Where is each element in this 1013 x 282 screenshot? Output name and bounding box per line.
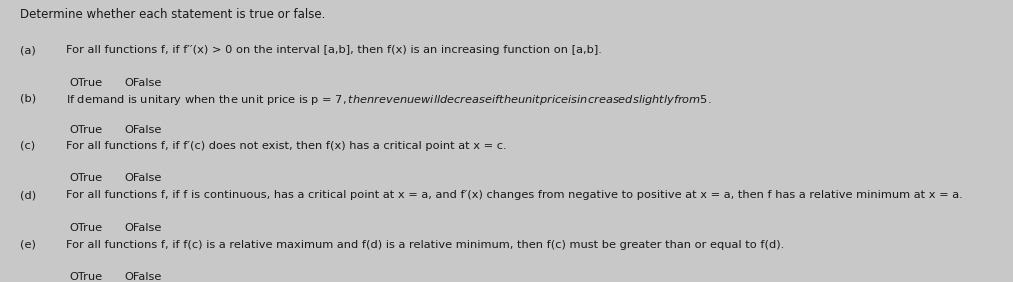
Text: OTrue: OTrue [69,272,102,282]
Text: (e): (e) [20,240,36,250]
Text: OFalse: OFalse [125,125,162,135]
Text: OTrue: OTrue [69,173,102,183]
Text: For all functions f, if f′(c) does not exist, then f(x) has a critical point at : For all functions f, if f′(c) does not e… [66,141,506,151]
Text: OTrue: OTrue [69,223,102,233]
Text: OFalse: OFalse [125,173,162,183]
Text: For all functions f, if f(c) is a relative maximum and f(d) is a relative minimu: For all functions f, if f(c) is a relati… [66,240,784,250]
Text: (a): (a) [20,45,36,55]
Text: For all functions f, if f is continuous, has a critical point at x = a, and f′(x: For all functions f, if f is continuous,… [66,190,962,200]
Text: (b): (b) [20,93,36,103]
Text: OTrue: OTrue [69,78,102,87]
Text: If demand is unitary when the unit price is p = $7, then revenue will decrease i: If demand is unitary when the unit price… [66,93,711,107]
Text: OTrue: OTrue [69,125,102,135]
Text: (c): (c) [20,141,35,151]
Text: (d): (d) [20,190,36,200]
Text: Determine whether each statement is true or false.: Determine whether each statement is true… [20,8,325,21]
Text: For all functions f, if f′′(x) > 0 on the interval [a,b], then f(x) is an increa: For all functions f, if f′′(x) > 0 on th… [66,45,602,55]
Text: OFalse: OFalse [125,78,162,87]
Text: OFalse: OFalse [125,272,162,282]
Text: OFalse: OFalse [125,223,162,233]
